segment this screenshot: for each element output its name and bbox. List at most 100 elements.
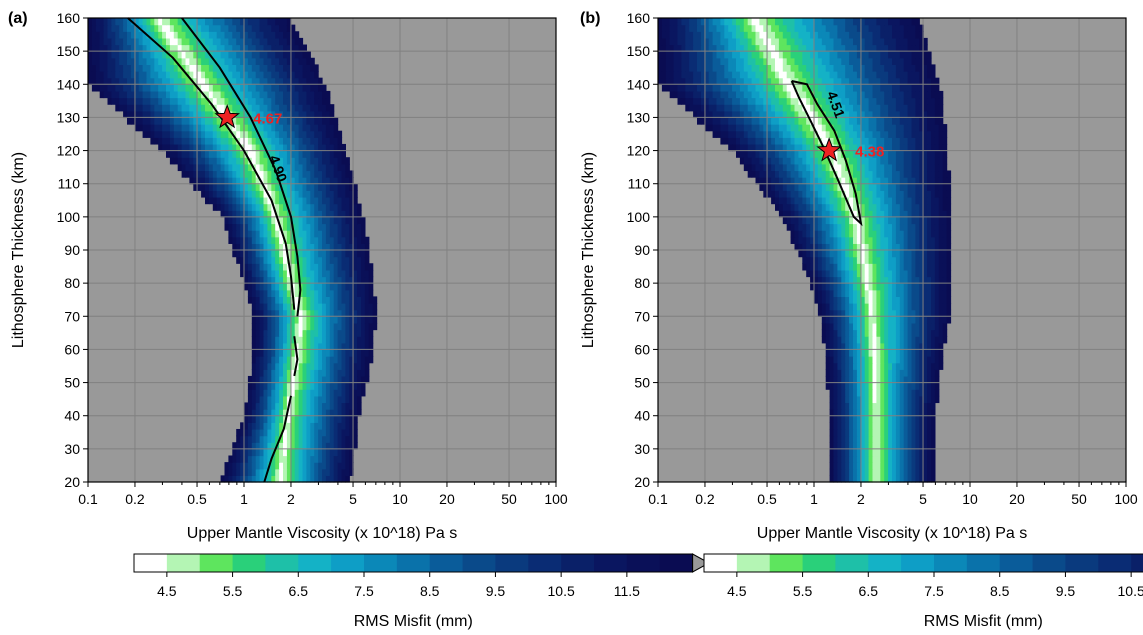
heatmap-cell bbox=[837, 395, 842, 404]
heatmap-cell bbox=[837, 336, 842, 344]
heatmap-cell bbox=[290, 130, 296, 138]
heatmap-cell bbox=[888, 170, 893, 178]
heatmap-cell bbox=[302, 303, 307, 311]
heatmap-cell bbox=[860, 455, 866, 463]
heatmap-cell bbox=[337, 150, 343, 158]
heatmap-cell bbox=[345, 250, 350, 258]
heatmap-cell bbox=[946, 296, 952, 304]
heatmap-cell bbox=[271, 422, 276, 430]
heatmap-cell bbox=[798, 230, 803, 238]
heatmap-cell bbox=[290, 382, 296, 390]
heatmap-cell bbox=[856, 130, 862, 138]
heatmap-cell bbox=[208, 163, 214, 172]
x-tick-label: 20 bbox=[439, 491, 455, 507]
heatmap-cell bbox=[247, 183, 253, 191]
heatmap-cell bbox=[247, 110, 253, 119]
heatmap-cell bbox=[244, 415, 249, 423]
heatmap-cell bbox=[880, 124, 885, 132]
heatmap-cell bbox=[942, 316, 948, 324]
heatmap-cell bbox=[907, 415, 913, 423]
heatmap-cell bbox=[841, 336, 846, 344]
heatmap-cell bbox=[864, 230, 870, 238]
heatmap-cell bbox=[310, 356, 315, 364]
colorbar-label: RMS Misfit (mm) bbox=[354, 613, 473, 630]
heatmap-cell bbox=[189, 170, 194, 178]
heatmap-cell bbox=[860, 296, 866, 304]
heatmap-cell bbox=[158, 124, 163, 132]
heatmap-cell bbox=[934, 177, 940, 185]
heatmap-cell bbox=[860, 137, 866, 145]
heatmap-cell bbox=[903, 170, 909, 178]
heatmap-cell bbox=[775, 124, 780, 132]
heatmap-cell bbox=[884, 415, 889, 423]
heatmap-cell bbox=[732, 130, 737, 138]
heatmap-cell bbox=[333, 342, 339, 351]
heatmap-cell bbox=[868, 468, 874, 476]
heatmap-cell bbox=[150, 117, 155, 125]
heatmap-cell bbox=[853, 422, 858, 430]
heatmap-cell bbox=[903, 322, 909, 331]
heatmap-cell bbox=[349, 216, 354, 225]
heatmap-cell bbox=[247, 143, 253, 152]
heatmap-cell bbox=[911, 475, 916, 483]
heatmap-cell bbox=[849, 296, 854, 304]
heatmap-cell bbox=[337, 296, 343, 304]
heatmap-cell bbox=[856, 157, 862, 165]
heatmap-cell bbox=[154, 44, 159, 52]
heatmap-cell bbox=[228, 124, 233, 132]
heatmap-cell bbox=[349, 375, 354, 384]
heatmap-cell bbox=[310, 428, 315, 437]
heatmap-cell bbox=[228, 216, 233, 225]
heatmap-cell bbox=[286, 389, 292, 397]
heatmap-cell bbox=[884, 296, 889, 304]
heatmap-cell bbox=[247, 64, 253, 72]
heatmap-cell bbox=[158, 51, 163, 59]
heatmap-cell bbox=[864, 448, 870, 457]
heatmap-cell bbox=[283, 263, 288, 271]
heatmap-cell bbox=[263, 130, 268, 138]
heatmap-cell bbox=[888, 322, 893, 331]
heatmap-cell bbox=[880, 223, 885, 231]
heatmap-cell bbox=[306, 276, 311, 284]
heatmap-cell bbox=[868, 336, 874, 344]
heatmap-cell bbox=[255, 435, 261, 443]
heatmap-cell bbox=[934, 395, 940, 404]
heatmap-cell bbox=[817, 276, 823, 284]
heatmap-cell bbox=[244, 263, 249, 271]
heatmap-cell bbox=[173, 117, 179, 125]
heatmap-cell bbox=[169, 64, 175, 72]
heatmap-cell bbox=[353, 349, 358, 357]
heatmap-cell bbox=[322, 475, 327, 483]
heatmap-cell bbox=[931, 375, 936, 384]
heatmap-cell bbox=[290, 283, 296, 291]
heatmap-cell bbox=[876, 263, 881, 271]
heatmap-cell bbox=[829, 303, 835, 311]
x-tick-label: 1 bbox=[240, 491, 248, 507]
heatmap-cell bbox=[860, 170, 866, 178]
heatmap-cell bbox=[697, 117, 702, 125]
heatmap-cell bbox=[884, 263, 889, 271]
heatmap-cell bbox=[119, 31, 124, 39]
heatmap-cell bbox=[279, 77, 284, 85]
heatmap-cell bbox=[325, 190, 331, 198]
heatmap-cell bbox=[934, 183, 940, 191]
heatmap-cell bbox=[884, 402, 889, 410]
heatmap-cell bbox=[872, 236, 877, 244]
heatmap-cell bbox=[364, 289, 370, 297]
heatmap-cell bbox=[318, 256, 323, 264]
heatmap-cell bbox=[259, 462, 265, 470]
heatmap-cell bbox=[938, 342, 944, 351]
heatmap-cell bbox=[849, 369, 854, 377]
heatmap-cell bbox=[798, 250, 803, 258]
heatmap-cell bbox=[255, 283, 261, 291]
heatmap-cell bbox=[919, 283, 924, 291]
heatmap-cell bbox=[364, 369, 370, 377]
heatmap-cell bbox=[892, 163, 897, 172]
heatmap-cell bbox=[919, 468, 924, 476]
heatmap-cell bbox=[169, 24, 175, 32]
heatmap-cell bbox=[279, 71, 284, 79]
heatmap-cell bbox=[322, 130, 327, 138]
heatmap-cell bbox=[290, 124, 296, 132]
heatmap-cell bbox=[283, 71, 288, 79]
heatmap-cell bbox=[802, 157, 807, 165]
